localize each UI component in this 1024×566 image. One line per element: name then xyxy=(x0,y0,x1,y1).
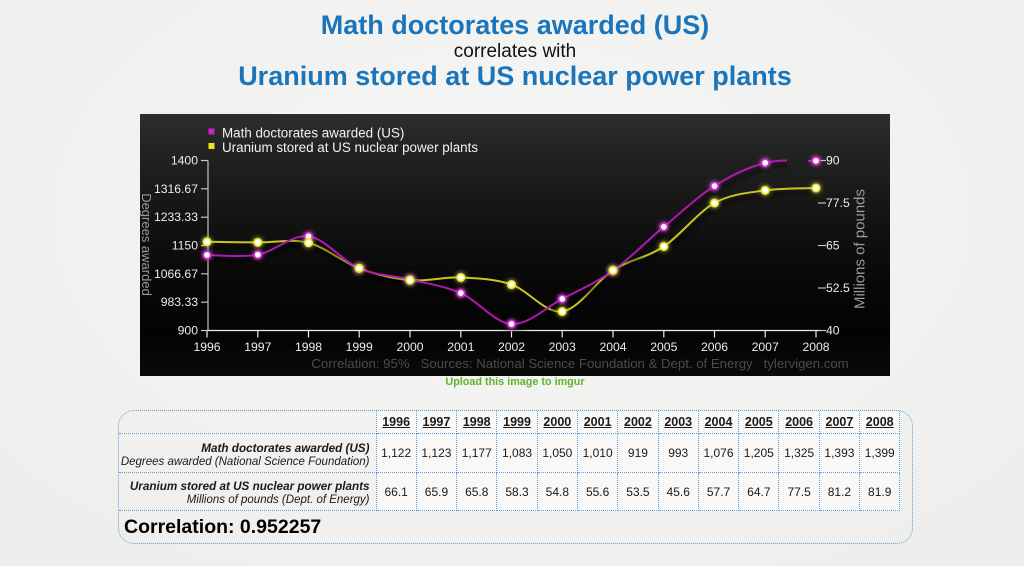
svg-text:65: 65 xyxy=(826,239,840,253)
svg-text:2003: 2003 xyxy=(549,340,576,354)
svg-text:Millions of pounds: Millions of pounds xyxy=(852,189,869,309)
svg-text:1316.67: 1316.67 xyxy=(154,182,198,196)
svg-text:77.5: 77.5 xyxy=(826,196,850,210)
svg-text:Math doctorates awarded (US): Math doctorates awarded (US) xyxy=(222,126,404,141)
svg-text:1400: 1400 xyxy=(171,154,198,168)
svg-text:2004: 2004 xyxy=(599,340,626,354)
svg-text:2008: 2008 xyxy=(802,340,829,354)
svg-text:2007: 2007 xyxy=(752,340,779,354)
svg-text:2002: 2002 xyxy=(498,340,525,354)
svg-text:Correlation: 95% Sources: Na: Correlation: 95% Sources: National Scien… xyxy=(311,356,848,371)
svg-text:1066.67: 1066.67 xyxy=(154,267,198,281)
svg-text:1998: 1998 xyxy=(295,340,322,354)
svg-text:2005: 2005 xyxy=(650,340,677,354)
svg-text:1233.33: 1233.33 xyxy=(154,210,198,224)
svg-text:2000: 2000 xyxy=(396,340,423,354)
svg-text:90: 90 xyxy=(826,154,840,168)
svg-text:1150: 1150 xyxy=(172,239,198,253)
svg-text:40: 40 xyxy=(826,324,840,338)
svg-text:1999: 1999 xyxy=(346,340,373,354)
svg-text:1996: 1996 xyxy=(193,340,220,354)
svg-text:900: 900 xyxy=(178,324,199,338)
svg-text:2001: 2001 xyxy=(447,340,474,354)
svg-text:52.5: 52.5 xyxy=(826,281,850,295)
svg-text:1997: 1997 xyxy=(244,340,271,354)
svg-text:Uranium stored at US nuclear p: Uranium stored at US nuclear power plant… xyxy=(222,140,478,155)
svg-text:Degrees awarded: Degrees awarded xyxy=(140,193,154,296)
svg-text:983.33: 983.33 xyxy=(161,295,198,309)
svg-text:2006: 2006 xyxy=(701,340,728,354)
